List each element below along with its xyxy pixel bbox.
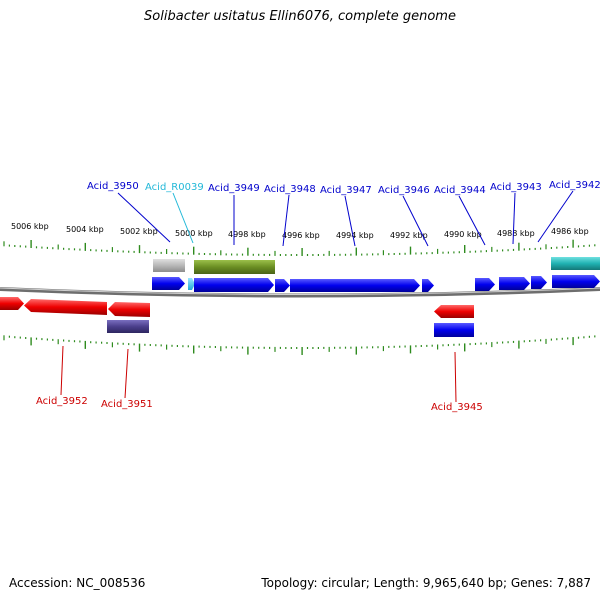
scale-label: 4992 kbp: [390, 231, 428, 240]
gene-arrow-acid-3948[interactable]: [275, 279, 290, 292]
gene-label-acid-3950[interactable]: Acid_3950: [87, 181, 139, 192]
scale-label: 5000 kbp: [175, 229, 213, 238]
scale-label: 4996 kbp: [282, 231, 320, 240]
gene-arrow-acid-r0039[interactable]: [188, 278, 195, 290]
leader-line-acid-3944: [458, 195, 486, 246]
leader-line-acid-3946: [402, 195, 429, 247]
scale-label: 4988 kbp: [497, 229, 535, 238]
pseudo-feature-acid-3950[interactable]: [153, 259, 185, 272]
leader-line-acid-3945: [454, 351, 457, 403]
leader-line-acid-3950: [117, 192, 171, 243]
scale-label: 4986 kbp: [551, 227, 589, 236]
scale-label: 5004 kbp: [66, 225, 104, 234]
leader-line-acid-3948: [282, 194, 290, 247]
genome-summary-text: Topology: circular; Length: 9,965,640 bp…: [261, 576, 591, 590]
leader-line-acid-3952: [60, 345, 64, 396]
gene-label-acid-3948[interactable]: Acid_3948: [264, 184, 316, 195]
leader-lines-bottom: [60, 345, 457, 403]
genome-backbone: [0, 287, 600, 298]
feature-track-bottom: [0, 297, 474, 337]
scale-label: 4994 kbp: [336, 231, 374, 240]
leader-line-acid-3951: [124, 348, 129, 399]
gene-label-acid-3944[interactable]: Acid_3944: [434, 185, 486, 196]
gene-arrow-acid-3950[interactable]: [152, 277, 185, 290]
gene-arrow-acid-3943-b[interactable]: [531, 276, 547, 289]
feature-acid-3945-annotation[interactable]: [434, 323, 474, 337]
gene-arrow-acid-3949[interactable]: [194, 278, 274, 292]
genome-backbone-highlight: [0, 287, 600, 295]
gene-label-acid-3947[interactable]: Acid_3947: [320, 185, 372, 196]
gene-label-acid-3951[interactable]: Acid_3951: [101, 399, 153, 410]
gene-arrow-acid-3946[interactable]: [422, 279, 434, 292]
scale-label: 4998 kbp: [228, 230, 266, 239]
scale-ticks-top: [3, 239, 596, 256]
gene-label-acid-3942[interactable]: Acid_3942: [549, 180, 600, 191]
gene-arrow-acid-3942[interactable]: [552, 275, 600, 288]
leader-line-acid-3942: [537, 190, 574, 243]
gene-labels-bottom: Acid_3952 Acid_3951 Acid_3945: [36, 396, 483, 413]
scale-ticks-bottom: [3, 335, 596, 355]
leader-line-acid-3947: [344, 195, 356, 247]
gene-arrow-acid-3952[interactable]: [24, 299, 107, 315]
gene-label-acid-3943[interactable]: Acid_3943: [490, 182, 542, 193]
accession-text: Accession: NC_008536: [9, 576, 146, 590]
feature-track-top: [152, 257, 600, 292]
gene-label-acid-3952[interactable]: Acid_3952: [36, 396, 88, 407]
gene-arrow-acid-3945[interactable]: [434, 305, 474, 318]
gene-arrow-acid-3947[interactable]: [290, 279, 420, 292]
scale-label: 4990 kbp: [444, 230, 482, 239]
genome-title: Solibacter usitatus Ellin6076, complete …: [144, 9, 456, 24]
gene-label-acid-3949[interactable]: Acid_3949: [208, 183, 260, 194]
gene-arrow-acid-3944[interactable]: [475, 278, 495, 291]
feature-acid-3942-annotation[interactable]: [551, 257, 600, 270]
gene-labels-top: Acid_3950 Acid_R0039 Acid_3949 Acid_3948…: [87, 180, 600, 196]
feature-acid-3951-annotation[interactable]: [107, 320, 149, 333]
scale-labels: 5006 kbp 5004 kbp 5002 kbp 5000 kbp 4998…: [11, 222, 589, 240]
feature-acid-3949-annotation[interactable]: [194, 260, 275, 274]
gene-arrow-acid-3952-a[interactable]: [0, 297, 24, 310]
leader-line-acid-r0039: [172, 192, 194, 244]
leader-line-acid-3943: [512, 192, 516, 245]
leader-lines-top: [117, 190, 574, 247]
gene-arrow-acid-3943[interactable]: [499, 277, 530, 290]
gene-label-acid-3945[interactable]: Acid_3945: [431, 402, 483, 413]
scale-label: 5006 kbp: [11, 222, 49, 231]
gene-label-acid-3946[interactable]: Acid_3946: [378, 185, 430, 196]
gene-arrow-acid-3951[interactable]: [108, 302, 150, 317]
gene-label-acid-r0039[interactable]: Acid_R0039: [145, 182, 204, 193]
scale-label: 5002 kbp: [120, 227, 158, 236]
